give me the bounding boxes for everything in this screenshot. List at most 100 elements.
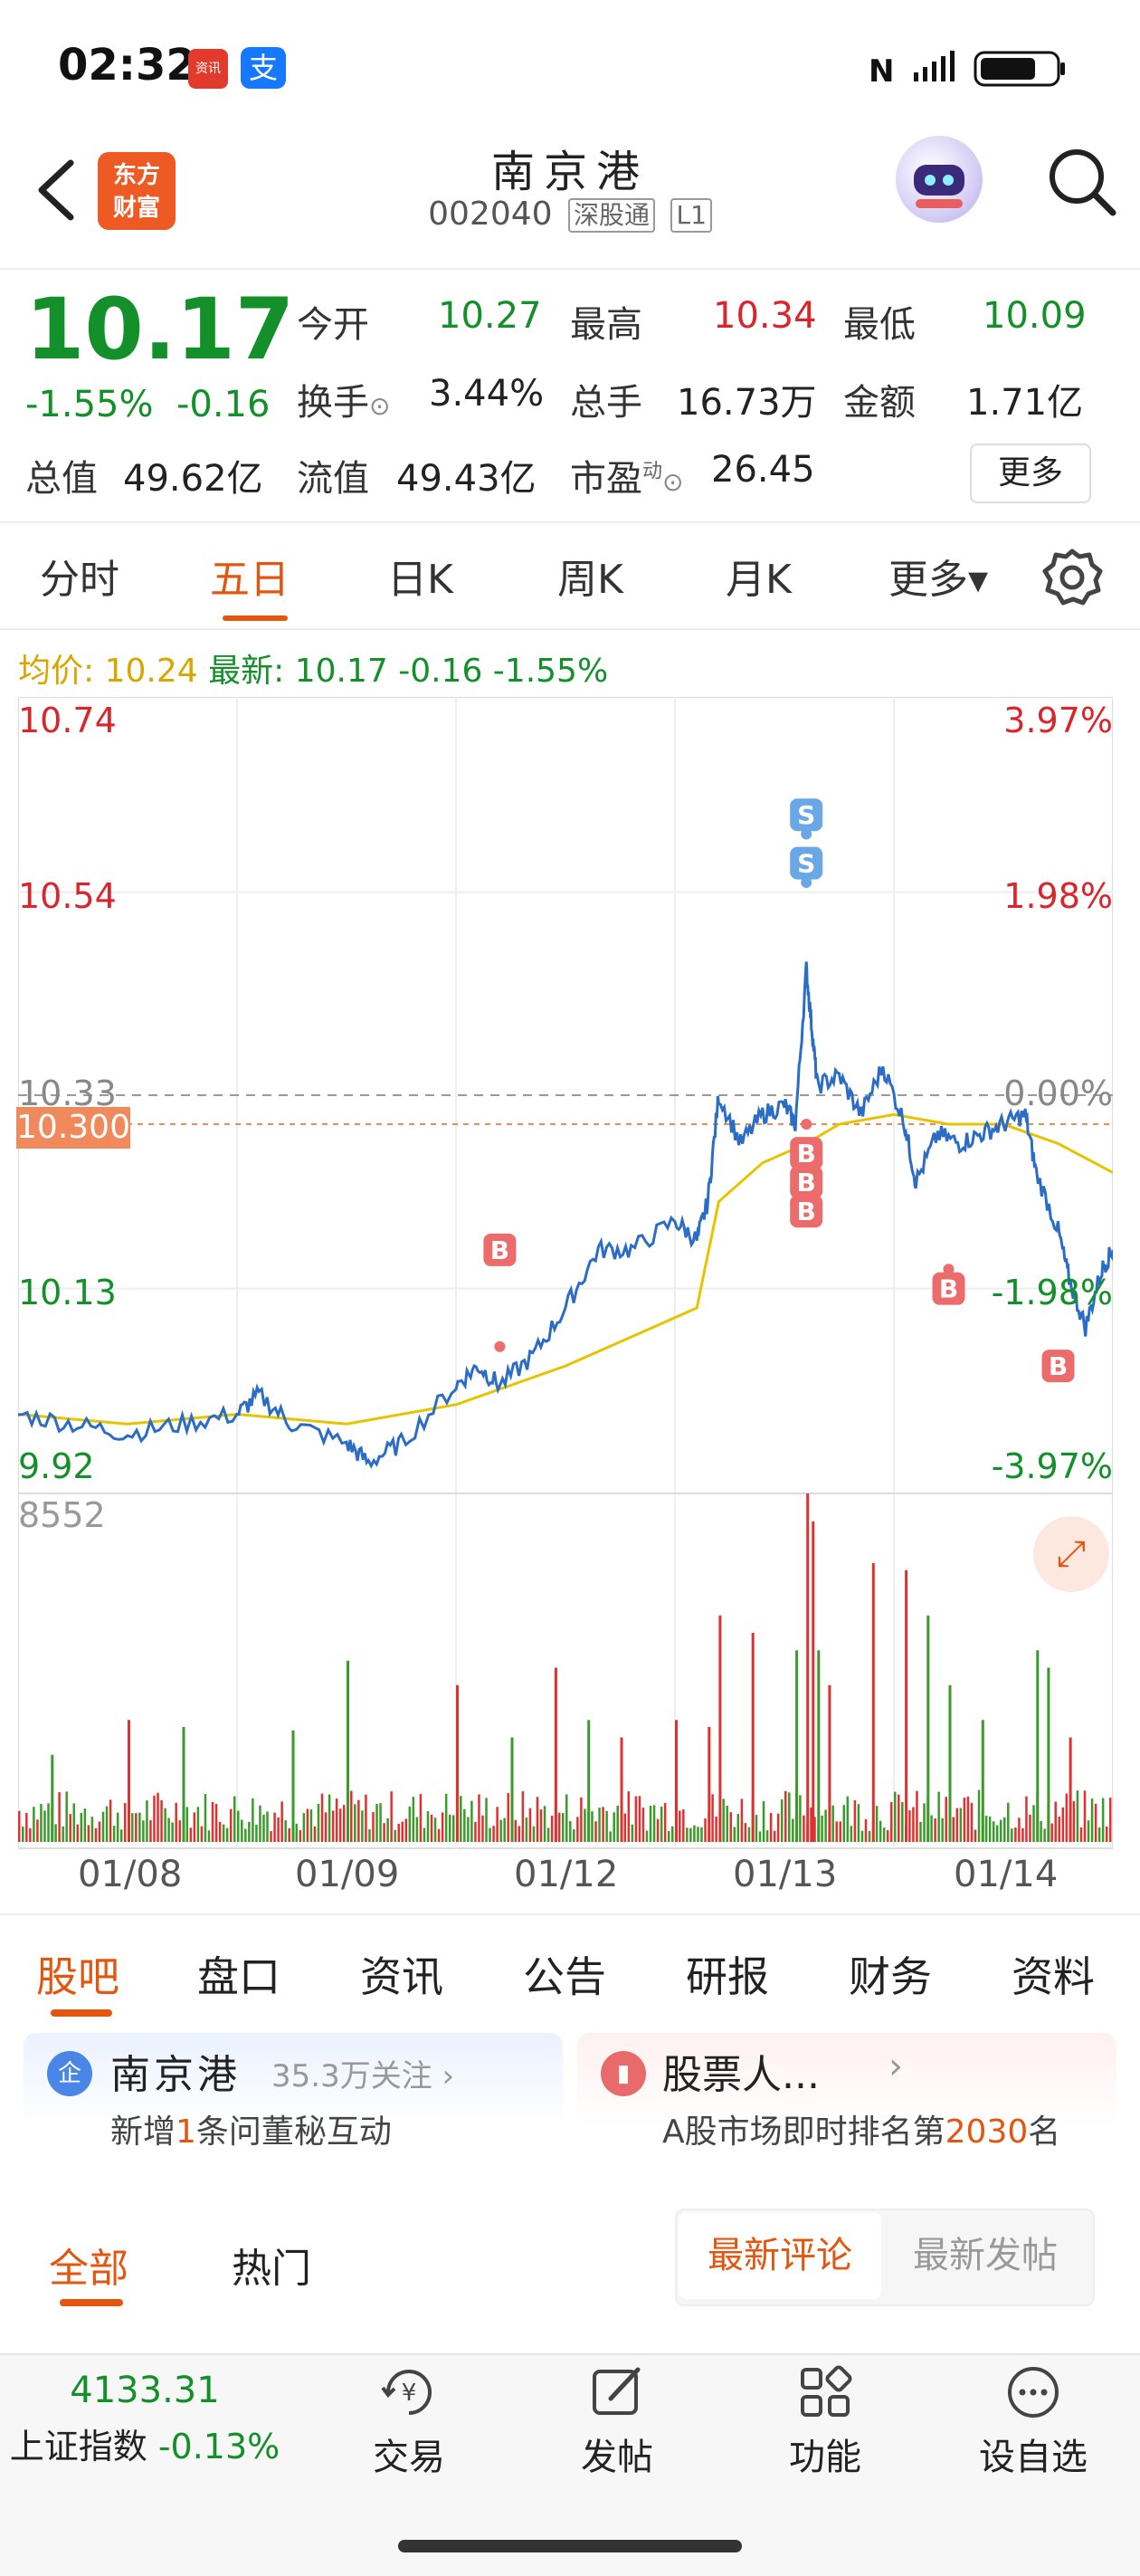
filter-hot[interactable]: 热门 [232, 2246, 311, 2292]
trade-marker-dot [801, 1119, 812, 1131]
level-tag: L1 [670, 198, 712, 233]
volume-bar [686, 1827, 689, 1842]
volume-bar [499, 1819, 502, 1842]
notification-app-icon: 资讯 [188, 49, 228, 89]
chart-legend: 均价: 10.24 最新: 10.17 -0.16 -1.55% [18, 644, 608, 692]
volume-bar [616, 1805, 619, 1842]
filter-all[interactable]: 全部 [49, 2246, 128, 2292]
nav-functions[interactable]: 功能 [762, 2362, 888, 2480]
volume-bar [543, 1806, 546, 1842]
volume-bar [875, 1806, 879, 1842]
info-icon[interactable]: ⊙ [369, 391, 391, 421]
volume-bar [514, 1819, 518, 1842]
volume-bar [711, 1794, 714, 1842]
turnover-label: 换手⊙ [297, 373, 390, 425]
nav-post[interactable]: 发帖 [554, 2362, 680, 2480]
volume-bar [1076, 1790, 1079, 1842]
trade-marker-dot [494, 1340, 506, 1352]
volume-max-label: 8552 [18, 1495, 106, 1535]
high-label: 最高 [570, 304, 642, 346]
volume-bar [489, 1827, 491, 1842]
volume-bar [492, 1826, 495, 1842]
more-quote-button[interactable]: 更多 [970, 444, 1091, 503]
volume-bar [207, 1830, 211, 1842]
x-date-label: 01/12 [514, 1854, 619, 1895]
volume-bar [1050, 1823, 1053, 1842]
eastmoney-logo: 东方 财富 [98, 152, 176, 230]
tab-guba[interactable]: 股吧 [36, 1952, 119, 2001]
avg-label: 均价: [18, 653, 95, 690]
volume-bar [850, 1826, 853, 1842]
volume-bar [780, 1799, 784, 1842]
nav-watchlist[interactable]: 设自选 [970, 2362, 1097, 2480]
y-left-tick: 9.92 [18, 1446, 95, 1486]
nav-trade-label: 交易 [373, 2437, 445, 2478]
nav-trade[interactable]: ¥ 交易 [346, 2362, 472, 2480]
sort-latest-comment[interactable]: 最新评论 [679, 2212, 881, 2299]
volume-bar [25, 1812, 28, 1842]
volume-bar [894, 1791, 897, 1842]
volume-bar [496, 1807, 499, 1842]
volume-bar [233, 1796, 236, 1842]
y-right-tick: 1.98% [1003, 876, 1113, 916]
volume-bar [584, 1808, 586, 1842]
index-value: 4133.31 [70, 2370, 220, 2411]
tab-research[interactable]: 研报 [686, 1952, 769, 2001]
volume-bar [755, 1815, 758, 1842]
settings-gear-icon[interactable] [1040, 546, 1104, 609]
tab-profile[interactable]: 资料 [1012, 1952, 1095, 2001]
search-icon[interactable] [1040, 140, 1122, 222]
status-time: 02:32 [58, 40, 196, 91]
volume-bar [609, 1831, 612, 1842]
volume-spike [128, 1720, 130, 1842]
volume-bar [280, 1801, 283, 1842]
tab-intraday[interactable]: 分时 [40, 557, 119, 603]
volume-bar [214, 1803, 218, 1842]
company-card[interactable]: 企 南京港 35.3万关注 › 新增1条问董秘互动 [24, 2033, 563, 2151]
tab-finance[interactable]: 财务 [849, 1952, 932, 2001]
trade-marker-label: S [797, 800, 815, 830]
volume-bar [803, 1815, 805, 1842]
expand-chart-icon[interactable]: ⤢ [1033, 1516, 1109, 1592]
back-icon[interactable] [27, 154, 90, 226]
pe-label: 市盈动⊙ [570, 449, 683, 501]
info-icon[interactable]: ⊙ [662, 467, 684, 497]
pe-label-text: 市盈 [570, 458, 642, 500]
volume-bar [164, 1808, 166, 1842]
tab-announcements[interactable]: 公告 [523, 1952, 606, 2001]
rank-card[interactable]: ▮ 股票人... › A股市场即时排名第2030名 [577, 2033, 1116, 2151]
volume-bar [919, 1821, 922, 1842]
volume-bar [539, 1809, 543, 1842]
tab-more[interactable]: 更多▾ [888, 557, 989, 603]
volume-bar [273, 1812, 276, 1842]
volume-bar [700, 1827, 703, 1842]
turnover-label-text: 换手 [297, 382, 369, 424]
tab-daily-k[interactable]: 日K [387, 557, 453, 603]
x-date-label: 01/13 [733, 1854, 838, 1895]
tab-monthly-k[interactable]: 月K [726, 557, 792, 603]
volume-bar [810, 1807, 812, 1842]
volume-bar [80, 1812, 83, 1842]
volume-bar [908, 1810, 911, 1842]
tab-underline [223, 615, 288, 621]
volume-bar [776, 1813, 780, 1842]
tab-orderbook[interactable]: 盘口 [197, 1952, 280, 2001]
volume-bar [557, 1812, 561, 1842]
volume-bar [528, 1808, 532, 1842]
volume-bar [463, 1808, 466, 1842]
volume-bar [835, 1821, 838, 1842]
robot-assistant-icon[interactable] [896, 136, 983, 223]
index-widget[interactable]: 4133.31 上证指数 -0.13% [9, 2370, 280, 2468]
volume-bar [864, 1818, 868, 1842]
y-right-tick: 3.97% [1003, 701, 1113, 740]
trade-marker-badge [790, 1195, 823, 1228]
sort-latest-post[interactable]: 最新发帖 [913, 2235, 1058, 2276]
volume-bar [576, 1817, 579, 1842]
tab-news[interactable]: 资讯 [360, 1952, 443, 2001]
volume-bar [784, 1790, 787, 1842]
tab-five-day[interactable]: 五日 [210, 557, 290, 603]
volume-bar [722, 1798, 725, 1842]
volume-bar [682, 1809, 685, 1842]
tab-weekly-k[interactable]: 周K [557, 557, 623, 603]
